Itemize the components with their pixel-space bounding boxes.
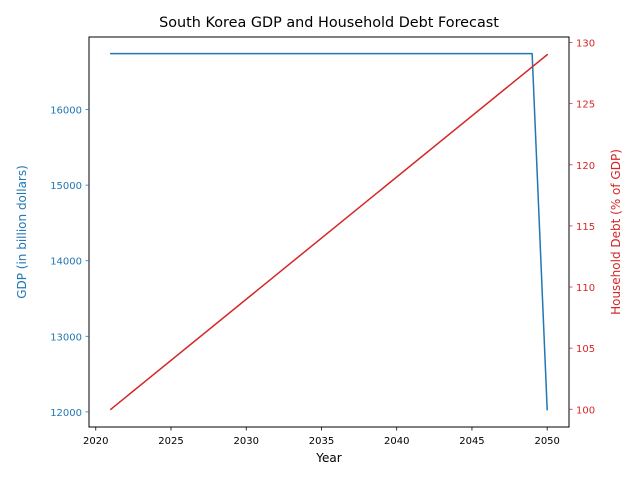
x-axis-ticks: 2020 2025 2030 2035 2040 2045 2050: [83, 427, 560, 447]
right-y-tick-label: 125: [576, 100, 595, 111]
gdp-series-line: [110, 52, 548, 411]
left-y-axis-ticks: 12000 13000 14000 15000 16000: [50, 106, 89, 419]
x-tick-label: 2050: [534, 436, 559, 447]
x-tick-label: 2020: [83, 436, 108, 447]
x-tick-label: 2030: [234, 436, 259, 447]
x-tick-label: 2035: [309, 436, 334, 447]
left-y-tick-label: 14000: [50, 257, 82, 268]
left-y-tick-label: 15000: [50, 181, 82, 192]
right-y-tick-label: 115: [576, 222, 595, 233]
right-y-tick-label: 130: [576, 39, 595, 50]
left-y-tick-label: 16000: [50, 106, 82, 117]
x-tick-label: 2040: [384, 436, 409, 447]
right-y-axis-ticks: 100 105 110 115 120 125 130: [569, 39, 595, 416]
left-y-axis-label: GDP (in billion dollars): [15, 165, 29, 299]
left-y-tick-label: 13000: [50, 332, 82, 343]
debt-series-line: [109, 53, 549, 411]
right-y-tick-label: 100: [576, 405, 595, 416]
x-axis-label: Year: [315, 451, 341, 465]
right-y-tick-label: 120: [576, 161, 595, 172]
chart-title: South Korea GDP and Household Debt Forec…: [159, 15, 499, 31]
right-y-tick-label: 110: [576, 283, 595, 294]
x-tick-label: 2045: [459, 436, 484, 447]
left-y-tick-label: 12000: [50, 408, 82, 419]
right-y-tick-label: 105: [576, 344, 595, 355]
right-y-axis-label: Household Debt (% of GDP): [609, 149, 623, 315]
x-tick-label: 2025: [158, 436, 183, 447]
series-layer: [109, 52, 549, 411]
